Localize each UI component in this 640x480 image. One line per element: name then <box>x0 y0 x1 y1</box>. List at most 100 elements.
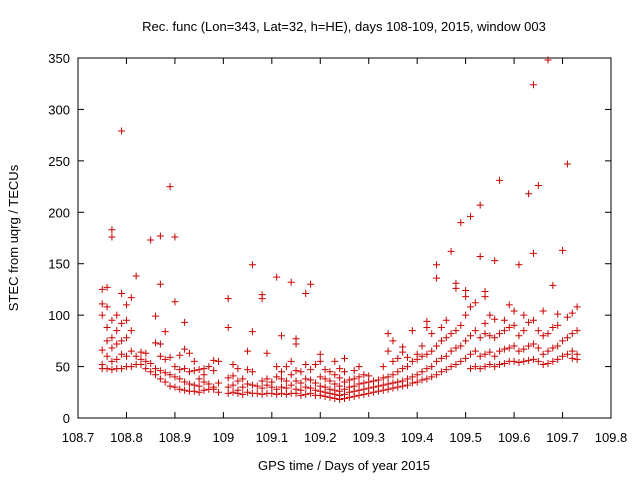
data-point <box>311 361 319 369</box>
data-point <box>302 375 310 383</box>
data-point <box>302 290 310 298</box>
data-point <box>462 354 470 362</box>
data-point <box>278 383 286 391</box>
data-point <box>423 365 431 373</box>
data-point <box>529 249 537 257</box>
data-point <box>229 361 237 369</box>
data-point <box>302 361 310 369</box>
data-point <box>224 389 232 397</box>
data-point <box>176 366 184 374</box>
data-point <box>505 344 513 352</box>
data-point <box>437 337 445 345</box>
data-point <box>389 357 397 365</box>
data-point <box>181 318 189 326</box>
data-point <box>520 357 528 365</box>
data-point <box>161 378 169 386</box>
x-tick-label: 109.7 <box>546 430 579 445</box>
data-point <box>437 368 445 376</box>
data-point <box>98 311 106 319</box>
y-tick-label: 350 <box>48 51 70 66</box>
data-point <box>559 337 567 345</box>
data-point <box>486 348 494 356</box>
data-point <box>408 357 416 365</box>
data-point <box>529 340 537 348</box>
data-point <box>108 366 116 374</box>
data-point <box>248 368 256 376</box>
data-point <box>442 316 450 324</box>
data-point <box>127 327 135 335</box>
data-point <box>525 356 533 364</box>
data-point <box>316 357 324 365</box>
data-point <box>156 367 164 375</box>
data-point <box>486 311 494 319</box>
data-point <box>428 373 436 381</box>
data-point <box>447 247 455 255</box>
data-point <box>258 390 266 398</box>
data-point <box>103 365 111 373</box>
data-point <box>132 272 140 280</box>
data-point <box>287 381 295 389</box>
x-tick-label: 109.5 <box>449 430 482 445</box>
data-point <box>244 388 252 396</box>
data-point <box>520 311 528 319</box>
data-point <box>166 183 174 191</box>
data-point <box>423 323 431 331</box>
data-point <box>263 349 271 357</box>
data-point <box>118 365 126 373</box>
data-point <box>428 363 436 371</box>
data-point <box>229 372 237 380</box>
y-tick-label: 200 <box>48 205 70 220</box>
data-point <box>195 382 203 390</box>
data-point <box>311 386 319 394</box>
data-point <box>108 316 116 324</box>
data-point <box>389 337 397 345</box>
data-point <box>399 343 407 351</box>
y-tick-label: 300 <box>48 102 70 117</box>
data-point <box>166 353 174 361</box>
x-tick-label: 108.9 <box>159 430 192 445</box>
data-point <box>442 366 450 374</box>
data-point <box>481 363 489 371</box>
data-point <box>278 332 286 340</box>
data-point <box>307 384 315 392</box>
data-point <box>171 298 179 306</box>
data-point <box>224 383 232 391</box>
data-point <box>510 321 518 329</box>
data-point <box>239 383 247 391</box>
data-point <box>476 253 484 261</box>
data-point <box>190 367 198 375</box>
y-tick-label: 0 <box>63 411 70 426</box>
data-point <box>413 371 421 379</box>
data-point <box>181 386 189 394</box>
data-point <box>365 372 373 380</box>
data-point <box>476 334 484 342</box>
data-point <box>379 363 387 371</box>
data-point <box>384 380 392 388</box>
data-point <box>462 293 470 301</box>
data-point <box>466 350 474 358</box>
data-point <box>156 375 164 383</box>
data-point <box>273 273 281 281</box>
data-point <box>374 382 382 390</box>
data-point <box>423 375 431 383</box>
data-point <box>336 374 344 382</box>
data-point <box>316 350 324 358</box>
data-point <box>496 361 504 369</box>
data-point <box>321 383 329 391</box>
data-point <box>399 365 407 373</box>
data-point <box>248 261 256 269</box>
data-point <box>302 390 310 398</box>
data-point <box>505 323 513 331</box>
data-point <box>496 347 504 355</box>
data-point <box>263 375 271 383</box>
data-point <box>510 357 518 365</box>
data-point <box>554 321 562 329</box>
data-point <box>563 313 571 321</box>
data-point <box>171 363 179 371</box>
data-point <box>433 274 441 282</box>
data-point <box>297 386 305 394</box>
data-point <box>355 373 363 381</box>
data-point <box>113 340 121 348</box>
data-point <box>152 371 160 379</box>
